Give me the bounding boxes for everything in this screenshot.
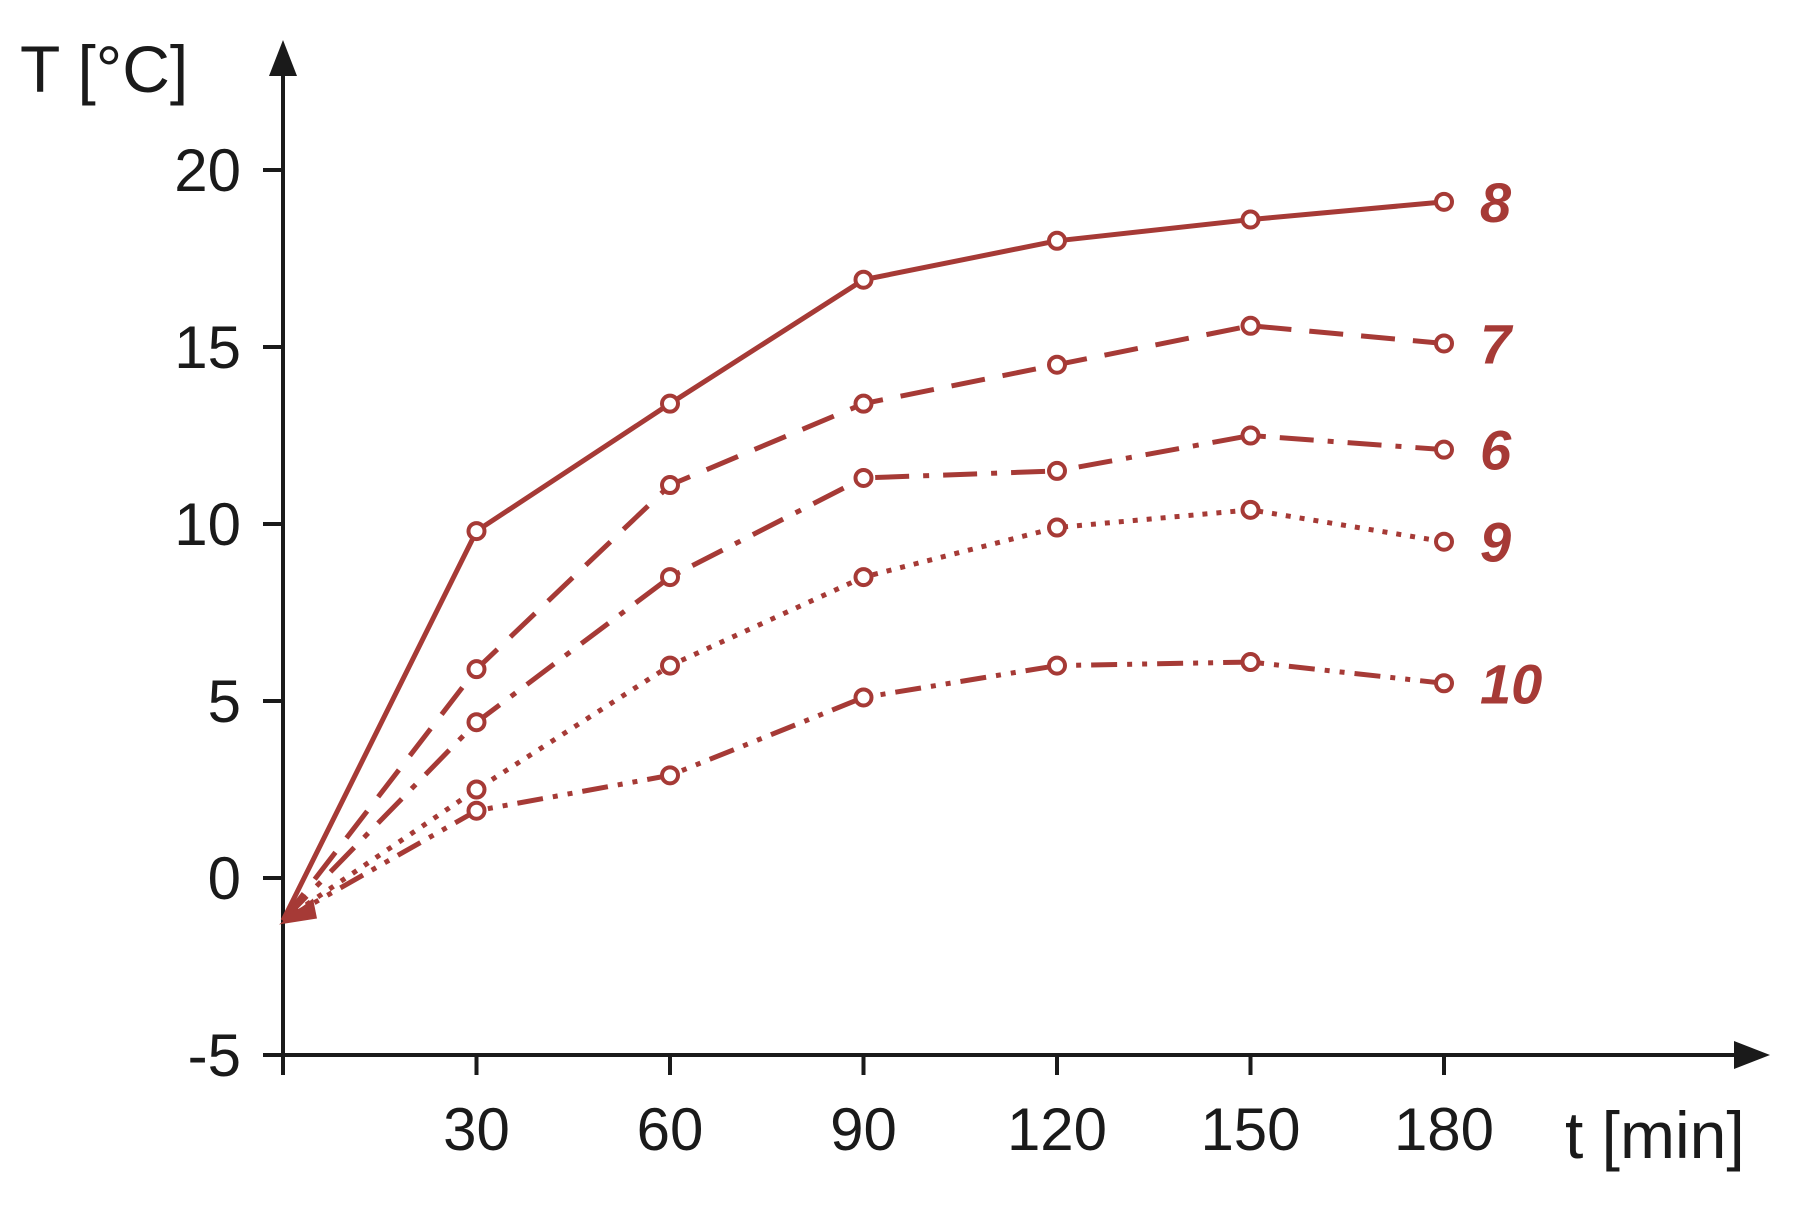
data-point bbox=[466, 521, 487, 542]
x-tick-label: 180 bbox=[1394, 1096, 1494, 1163]
y-axis-title: T [°C] bbox=[20, 32, 188, 106]
x-axis-arrowhead bbox=[1734, 1041, 1770, 1069]
data-point bbox=[1434, 673, 1454, 694]
series-label: 9 bbox=[1480, 511, 1511, 574]
y-tick-label: 0 bbox=[208, 845, 241, 912]
start-marker bbox=[279, 898, 317, 925]
data-point bbox=[1434, 191, 1454, 212]
series-layer: 8 7 6 9 10 bbox=[279, 171, 1542, 925]
series-label: 10 bbox=[1480, 652, 1542, 715]
series-label: 6 bbox=[1480, 419, 1512, 482]
data-point bbox=[1240, 425, 1261, 446]
data-point bbox=[853, 393, 874, 414]
series-6: 6 bbox=[281, 419, 1512, 923]
series-line-6 bbox=[281, 433, 1445, 923]
data-point bbox=[660, 475, 680, 496]
data-point bbox=[1047, 655, 1067, 676]
data-point bbox=[1240, 652, 1261, 673]
data-point bbox=[466, 659, 487, 680]
data-point bbox=[660, 393, 680, 414]
data-point bbox=[1047, 230, 1067, 251]
data-point bbox=[466, 779, 487, 800]
series-label: 7 bbox=[1480, 312, 1514, 375]
data-point bbox=[1047, 460, 1067, 481]
data-point bbox=[1240, 499, 1261, 520]
y-tick-label: 15 bbox=[174, 314, 241, 381]
data-point bbox=[660, 765, 680, 786]
x-tick-label: 60 bbox=[637, 1096, 704, 1163]
data-point bbox=[1240, 209, 1261, 230]
y-tick-label: -5 bbox=[188, 1022, 241, 1089]
data-point bbox=[1434, 531, 1454, 552]
data-point bbox=[660, 655, 680, 676]
data-point bbox=[1434, 439, 1454, 460]
data-point bbox=[660, 567, 680, 588]
x-tick-label: 120 bbox=[1007, 1096, 1107, 1163]
series-7: 7 bbox=[281, 312, 1514, 923]
x-tick-label: 150 bbox=[1200, 1096, 1300, 1163]
y-axis-arrowhead bbox=[269, 40, 297, 76]
data-point bbox=[853, 567, 874, 588]
data-point bbox=[1047, 354, 1067, 375]
axes bbox=[269, 40, 1770, 1075]
x-tick-label: 90 bbox=[830, 1096, 897, 1163]
series-9: 9 bbox=[281, 499, 1511, 923]
x-axis-title: t [min] bbox=[1565, 1098, 1745, 1172]
x-tick-label: 30 bbox=[443, 1096, 510, 1163]
series-8: 8 bbox=[280, 171, 1512, 922]
data-point bbox=[466, 712, 487, 733]
data-point bbox=[853, 687, 874, 708]
series-line-8 bbox=[280, 199, 1445, 922]
data-point bbox=[1434, 333, 1454, 354]
series-10: 10 bbox=[281, 652, 1542, 923]
y-tick-label: 10 bbox=[174, 491, 241, 558]
y-tick-label: 20 bbox=[174, 137, 241, 204]
y-tick-label: 5 bbox=[208, 668, 241, 735]
ticks: 30 60 90 120 150 180 -5 0 5 10 15 20 bbox=[174, 137, 1494, 1163]
data-point bbox=[1047, 517, 1067, 538]
data-point bbox=[853, 467, 874, 488]
data-point bbox=[1240, 315, 1261, 336]
series-line-7 bbox=[281, 323, 1445, 923]
series-label: 8 bbox=[1480, 171, 1512, 234]
data-point bbox=[853, 269, 874, 290]
data-point bbox=[466, 800, 487, 821]
